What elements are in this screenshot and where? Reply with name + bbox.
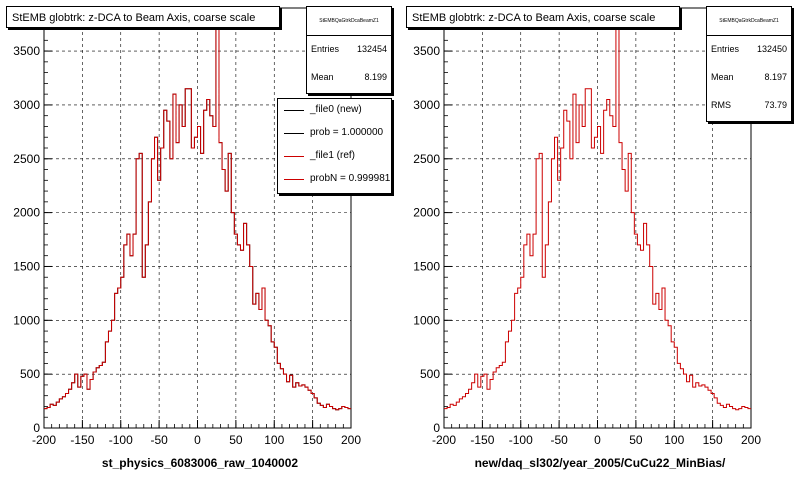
stats-row-entries: Entries 132454 <box>307 36 391 64</box>
stats-row-entries: Entries 132450 <box>707 36 791 64</box>
legend: _file0 (new) prob = 1.000000 _file1 (ref… <box>277 98 392 194</box>
plot-title: StEMB globtrk: z-DCA to Beam Axis, coars… <box>6 6 280 28</box>
y-tick-label: 0 <box>33 421 40 435</box>
stats-box: StEMBQaGtrkDcaBeamZ1 Entries 132450 Mean… <box>706 6 792 122</box>
y-tick-label: 2500 <box>413 152 440 166</box>
histogram-series-line <box>44 23 351 411</box>
y-tick-label: 1000 <box>13 313 40 327</box>
stats-value: 8.199 <box>364 72 387 82</box>
plot-title: StEMB globtrk: z-DCA to Beam Axis, coars… <box>406 6 680 28</box>
x-tick-label: -150 <box>70 433 94 447</box>
x-tick-label: -150 <box>470 433 494 447</box>
legend-entry-new: _file0 (new) <box>278 99 391 122</box>
stats-value: 132454 <box>356 44 387 54</box>
legend-label: prob = 1.000000 <box>310 127 384 138</box>
stats-row-mean: Mean 8.197 <box>707 64 791 92</box>
x-tick-label: 200 <box>741 433 761 447</box>
x-tick-label: 50 <box>629 433 643 447</box>
y-tick-label: 3000 <box>13 98 40 112</box>
x-tick-label: 150 <box>703 433 723 447</box>
histogram-series-line <box>444 23 751 411</box>
stats-row-rms: RMS 73.79 <box>707 92 791 120</box>
x-tick-label: 100 <box>664 433 684 447</box>
stats-key: Mean <box>711 72 734 82</box>
stats-value: 8.197 <box>764 72 787 82</box>
y-tick-label: 2500 <box>13 152 40 166</box>
y-tick-label: 3000 <box>413 98 440 112</box>
x-tick-label: -100 <box>509 433 533 447</box>
y-tick-label: 1500 <box>13 259 40 273</box>
y-tick-label: 500 <box>20 367 40 381</box>
y-tick-label: 2000 <box>413 206 440 220</box>
x-tick-label: -100 <box>109 433 133 447</box>
histogram-panel-left: -200 -150 -100 -50 0 50 100 150 200 0 500 1000 1500 2… <box>6 6 392 470</box>
x-tick-label: 150 <box>303 433 323 447</box>
stats-box: StEMBQaGtrkDcaBeamZ1 Entries 132454 Mean… <box>306 6 392 94</box>
stats-row-mean: Mean 8.199 <box>307 64 391 92</box>
y-tick-label: 3500 <box>13 44 40 58</box>
x-tick-label: 0 <box>594 433 601 447</box>
y-tick-label: 3500 <box>413 44 440 58</box>
legend-entry-prob: prob = 1.000000 <box>278 122 391 145</box>
stats-key: Entries <box>711 44 740 54</box>
x-tick-label: 50 <box>229 433 243 447</box>
legend-label: _file1 (ref) <box>310 150 356 161</box>
stats-key: Mean <box>311 72 334 82</box>
y-tick-label: 1000 <box>413 313 440 327</box>
legend-entry-ref: _file1 (ref) <box>278 145 391 168</box>
stats-histogram-name: StEMBQaGtrkDcaBeamZ1 <box>307 7 391 36</box>
stats-key: RMS <box>711 100 731 110</box>
stats-key: Entries <box>311 44 340 54</box>
stats-value: 73.79 <box>764 100 787 110</box>
x-tick-label: 100 <box>264 433 284 447</box>
x-tick-label: -200 <box>432 433 456 447</box>
legend-label: probN = 0.999981 <box>310 173 391 184</box>
legend-line-swatch <box>284 156 304 157</box>
histogram-plot-right: -200 -150 -100 -50 0 50 100 150 2000500100015002… <box>413 7 761 447</box>
x-tick-label: 200 <box>341 433 361 447</box>
legend-label: _file0 (new) <box>310 104 362 115</box>
legend-line-swatch <box>284 110 304 111</box>
legend-line-swatch <box>284 179 304 180</box>
legend-entry-probn: probN = 0.999981 <box>278 168 391 191</box>
y-tick-label: 500 <box>420 367 440 381</box>
x-tick-label: -50 <box>550 433 568 447</box>
x-tick-label: -200 <box>32 433 56 447</box>
x-tick-label: 0 <box>194 433 201 447</box>
x-axis-title: st_physics_6083006_raw_1040002 <box>101 456 299 470</box>
x-axis-title: new/daq_sl302/year_2005/CuCu22_MinBias/ <box>474 456 726 470</box>
stats-histogram-name: StEMBQaGtrkDcaBeamZ1 <box>707 7 791 36</box>
y-tick-label: 1500 <box>413 259 440 273</box>
y-tick-label: 2000 <box>13 206 40 220</box>
histogram-plot-left: -200 -150 -100 -50 0 50 100 150 2000500100015002… <box>13 7 361 447</box>
y-tick-label: 0 <box>433 421 440 435</box>
x-tick-label: -50 <box>150 433 168 447</box>
histogram-panel-right: -200 -150 -100 -50 0 50 100 150 200 0 500 1000 1500 2… <box>400 0 800 480</box>
stats-value: 132450 <box>756 44 787 54</box>
legend-line-swatch <box>284 133 304 134</box>
